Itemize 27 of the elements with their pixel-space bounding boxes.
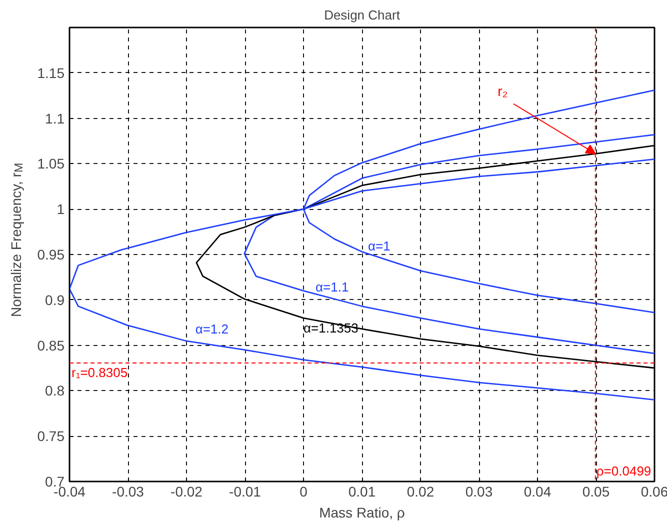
y-tick-label: 1.15 (37, 64, 65, 81)
x-tick-label: -0.01 (229, 484, 262, 500)
ref-line-label: ρ=0.0499 (596, 464, 652, 478)
series-label: α=1 (368, 238, 390, 254)
y-tick-label: 0.8 (45, 382, 65, 399)
x-tick-label: 0.03 (465, 484, 493, 500)
x-tick-label: -0.02 (170, 484, 203, 500)
x-tick-label: -0.03 (112, 484, 144, 500)
series-label: α=1.2 (195, 321, 229, 336)
y-tick-label: 0.95 (37, 246, 65, 262)
y-tick-label: 0.75 (37, 428, 65, 444)
y-tick-label: 1 (56, 201, 65, 218)
y-tick-label: 0.85 (37, 337, 65, 354)
annotation: r₂ (498, 83, 508, 100)
x-tick-label: 0 (300, 484, 308, 500)
x-tick-label: 0.01 (348, 484, 376, 500)
series-label: α=1.1 (316, 279, 349, 294)
series-label: α=1.1353 (304, 320, 358, 336)
chart-title: Design Chart (324, 8, 400, 22)
x-tick-label: 0.05 (582, 484, 610, 500)
y-tick-label: 1.05 (37, 156, 65, 172)
ref-line-label: r₁=0.8305 (72, 365, 128, 380)
y-tick-label: 1.1 (45, 110, 65, 126)
x-tick-label: 0.04 (524, 484, 552, 500)
x-axis-title: Mass Ratio, ρ (319, 504, 405, 520)
y-tick-label: 0.9 (45, 292, 65, 308)
x-tick-label: 0.02 (406, 484, 434, 500)
